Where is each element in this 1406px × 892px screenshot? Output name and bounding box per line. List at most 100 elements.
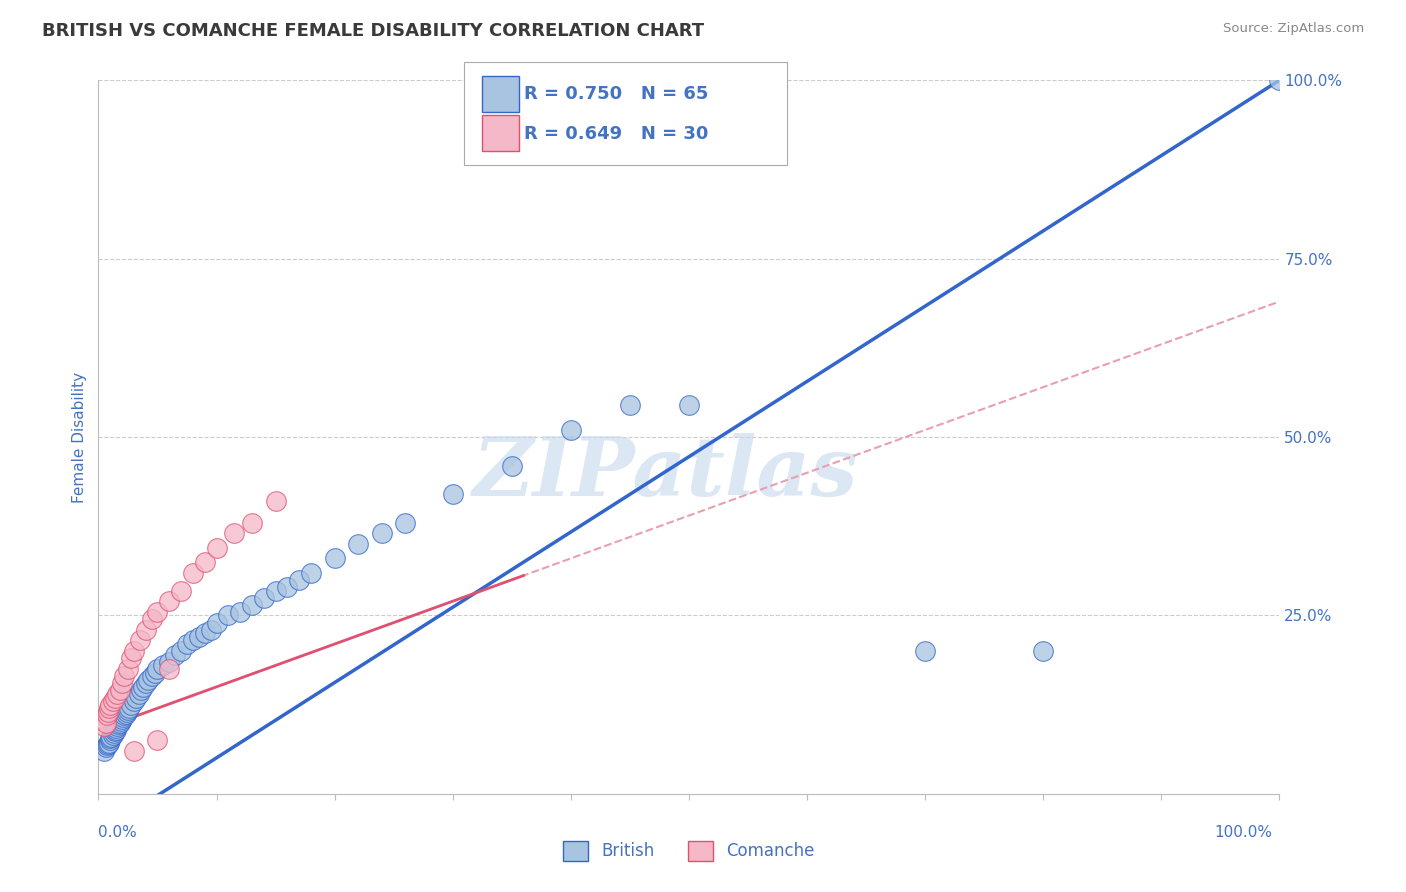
Point (98, 731, 121, 746)
Point (132, 680, 155, 694)
Point (104, 724, 127, 739)
Point (111, 712, 134, 726)
Point (117, 703, 139, 717)
Point (122, 744, 145, 758)
Point (194, 626, 217, 640)
Point (157, 655, 180, 669)
Point (105, 719, 128, 733)
Point (93, 719, 115, 733)
Point (441, 487, 464, 501)
Point (299, 566, 322, 580)
Point (98, 733, 121, 747)
Point (93, 744, 115, 758)
Point (128, 633, 150, 648)
Point (276, 580, 298, 594)
Point (157, 662, 180, 676)
Point (194, 555, 217, 569)
Point (176, 637, 198, 651)
Point (105, 721, 128, 735)
Text: Source: ZipAtlas.com: Source: ZipAtlas.com (1223, 22, 1364, 36)
Point (347, 537, 370, 551)
Point (104, 690, 127, 705)
Point (125, 690, 148, 705)
Point (288, 573, 311, 587)
Point (94, 740, 117, 755)
Point (135, 676, 157, 690)
Point (136, 673, 159, 687)
Point (205, 615, 228, 630)
Point (96, 708, 118, 723)
Point (371, 526, 394, 541)
Y-axis label: Female Disability: Female Disability (72, 371, 87, 503)
Point (240, 516, 263, 530)
Point (121, 651, 143, 665)
Point (1268, 73, 1291, 87)
Point (100, 730, 122, 744)
Point (1032, 644, 1054, 658)
Point (146, 662, 169, 676)
Point (181, 566, 204, 580)
Point (135, 623, 157, 637)
Point (205, 541, 228, 555)
Point (122, 644, 145, 658)
Point (122, 694, 145, 708)
Point (94, 715, 117, 730)
Point (110, 714, 132, 728)
Point (114, 706, 136, 721)
Point (224, 526, 246, 541)
Point (117, 662, 139, 676)
Point (170, 583, 193, 598)
Point (165, 648, 187, 662)
Point (118, 701, 141, 715)
Point (323, 551, 346, 566)
Text: R = 0.750   N = 65: R = 0.750 N = 65 (524, 85, 709, 103)
Point (112, 669, 135, 683)
Point (115, 705, 138, 719)
Point (101, 694, 124, 708)
Point (914, 644, 936, 658)
Point (112, 708, 135, 723)
Point (678, 398, 700, 412)
Text: 100.0%: 100.0% (1215, 825, 1272, 840)
Point (229, 605, 252, 619)
Point (264, 583, 287, 598)
Text: R = 0.649   N = 30: R = 0.649 N = 30 (524, 125, 709, 143)
Point (111, 676, 134, 690)
Point (105, 687, 128, 701)
Point (98, 701, 121, 715)
Point (146, 605, 169, 619)
Point (200, 623, 222, 637)
Point (103, 726, 125, 740)
Point (96, 739, 118, 753)
Point (101, 728, 124, 742)
Point (181, 633, 204, 648)
Point (97, 705, 120, 719)
Point (501, 458, 523, 473)
Legend: British, Comanche: British, Comanche (557, 834, 821, 868)
Point (128, 687, 150, 701)
Point (143, 665, 166, 680)
Text: BRITISH VS COMANCHE FEMALE DISABILITY CORRELATION CHART: BRITISH VS COMANCHE FEMALE DISABILITY CO… (42, 22, 704, 40)
Point (560, 423, 582, 437)
Point (97, 737, 120, 751)
Point (141, 612, 163, 626)
Point (141, 669, 163, 683)
Point (394, 516, 416, 530)
Point (121, 698, 143, 712)
Point (217, 608, 239, 623)
Point (170, 644, 193, 658)
Point (619, 398, 641, 412)
Point (107, 717, 129, 731)
Point (98, 698, 121, 712)
Point (129, 683, 152, 698)
Point (187, 630, 209, 644)
Point (152, 658, 174, 673)
Point (146, 733, 169, 747)
Text: ZIPatlas: ZIPatlas (472, 433, 858, 513)
Point (240, 598, 263, 612)
Point (105, 723, 128, 737)
Point (157, 594, 180, 608)
Point (112, 710, 135, 724)
Point (264, 494, 287, 508)
Point (98, 735, 121, 749)
